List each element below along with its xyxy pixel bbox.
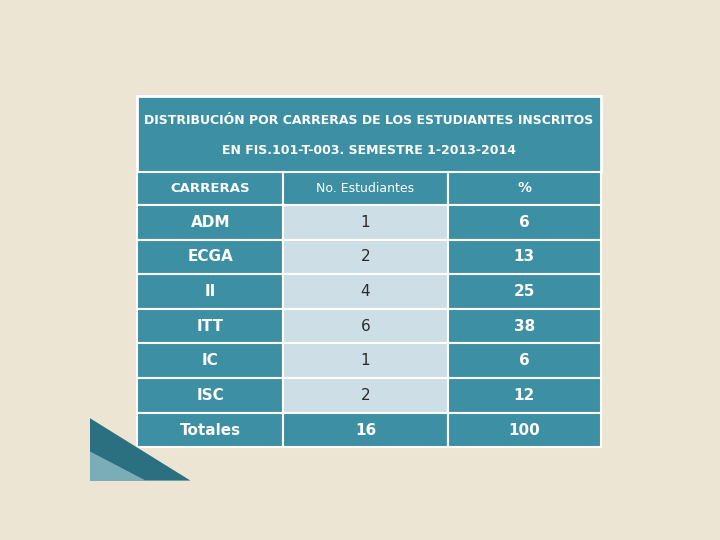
Text: 1: 1 [361, 353, 370, 368]
Text: 2: 2 [361, 249, 370, 265]
Text: ECGA: ECGA [187, 249, 233, 265]
Polygon shape [90, 451, 145, 481]
Bar [138, 378, 283, 413]
Bar [138, 343, 283, 378]
Text: CARRERAS: CARRERAS [171, 182, 250, 195]
Bar [448, 309, 600, 343]
Bar [138, 172, 283, 205]
Text: 4: 4 [361, 284, 370, 299]
Bar [448, 240, 600, 274]
Bar [448, 343, 600, 378]
Bar [283, 413, 448, 447]
Bar [283, 378, 448, 413]
Text: No. Estudiantes: No. Estudiantes [317, 182, 415, 195]
Text: 1: 1 [361, 215, 370, 230]
Text: 38: 38 [513, 319, 535, 334]
Text: 6: 6 [519, 353, 529, 368]
Text: ITT: ITT [197, 319, 224, 334]
Bar [138, 413, 283, 447]
Bar [448, 172, 600, 205]
Bar [448, 378, 600, 413]
Text: ADM: ADM [191, 215, 230, 230]
Text: 6: 6 [519, 215, 529, 230]
Polygon shape [90, 418, 190, 481]
Text: 12: 12 [513, 388, 535, 403]
Text: 6: 6 [361, 319, 370, 334]
Text: %: % [517, 181, 531, 195]
Text: DISTRIBUCIÓN POR CARRERAS DE LOS ESTUDIANTES INSCRITOS: DISTRIBUCIÓN POR CARRERAS DE LOS ESTUDIA… [145, 113, 593, 127]
Bar [138, 96, 600, 172]
Bar [448, 205, 600, 240]
Bar [283, 309, 448, 343]
Bar [283, 343, 448, 378]
Text: Totales: Totales [180, 422, 241, 437]
Text: 100: 100 [508, 422, 540, 437]
Text: ISC: ISC [197, 388, 224, 403]
Text: 25: 25 [513, 284, 535, 299]
Bar [283, 205, 448, 240]
Text: 13: 13 [513, 249, 535, 265]
Bar [138, 240, 283, 274]
Bar [138, 205, 283, 240]
Text: IC: IC [202, 353, 219, 368]
Text: II: II [204, 284, 216, 299]
Bar [283, 240, 448, 274]
Bar [138, 274, 283, 309]
Bar [283, 274, 448, 309]
Text: 16: 16 [355, 422, 376, 437]
Bar [138, 309, 283, 343]
Bar [283, 172, 448, 205]
Bar [448, 274, 600, 309]
Text: 2: 2 [361, 388, 370, 403]
Bar [448, 413, 600, 447]
Text: EN FIS.101-T-003. SEMESTRE 1-2013-2014: EN FIS.101-T-003. SEMESTRE 1-2013-2014 [222, 144, 516, 157]
